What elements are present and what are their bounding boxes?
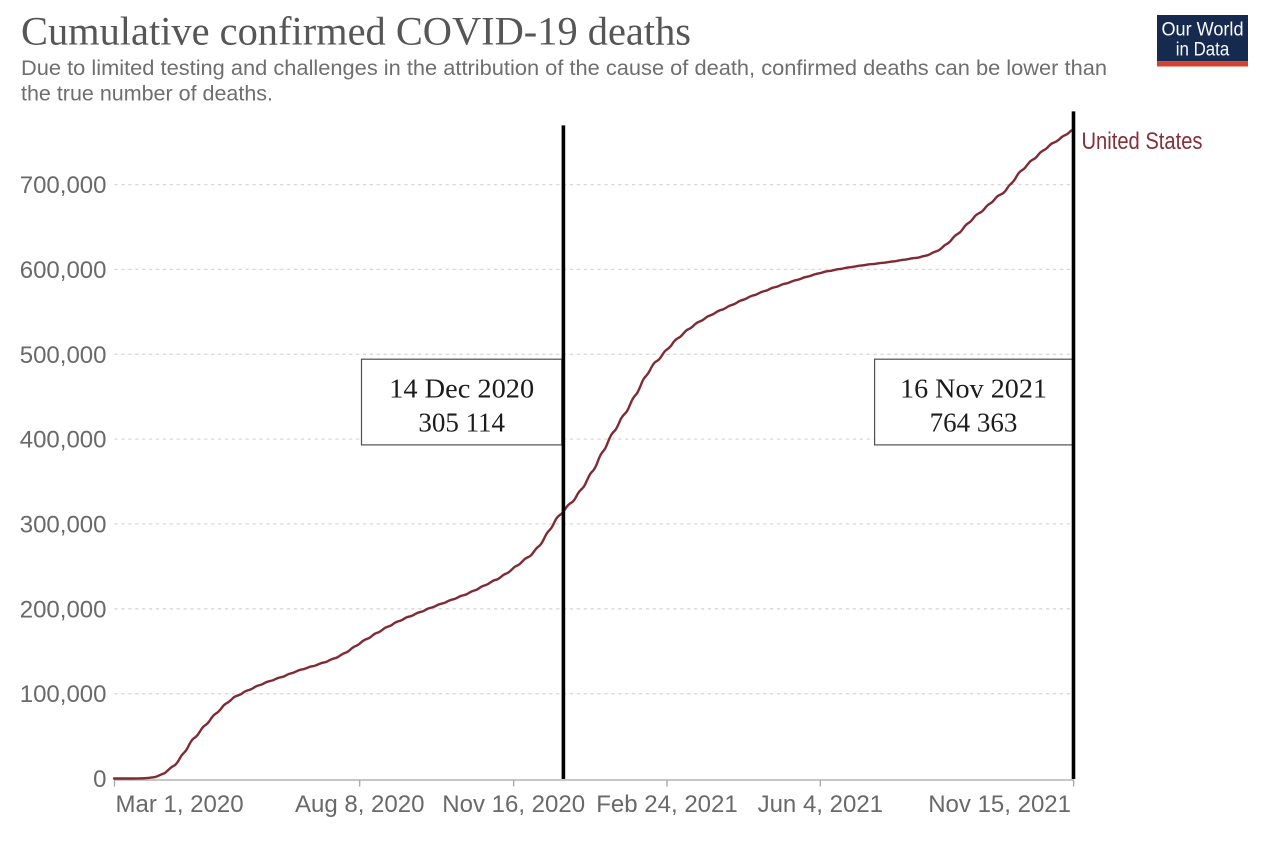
svg-text:100,000: 100,000 <box>20 681 107 708</box>
svg-text:0: 0 <box>93 766 106 793</box>
svg-text:14 Dec 2020: 14 Dec 2020 <box>389 373 534 403</box>
svg-text:200,000: 200,000 <box>20 596 107 623</box>
svg-text:305 114: 305 114 <box>418 407 505 437</box>
svg-text:Aug 8, 2020: Aug 8, 2020 <box>295 791 424 818</box>
svg-text:Mar 1, 2020: Mar 1, 2020 <box>116 791 244 818</box>
svg-text:in Data: in Data <box>1176 40 1230 61</box>
svg-text:the true number of deaths.: the true number of deaths. <box>21 82 273 106</box>
svg-text:Nov 15, 2021: Nov 15, 2021 <box>928 791 1071 818</box>
svg-text:Nov 16, 2020: Nov 16, 2020 <box>442 791 585 818</box>
svg-text:Our World: Our World <box>1162 19 1244 40</box>
svg-text:Jun 4, 2021: Jun 4, 2021 <box>758 791 883 818</box>
svg-text:500,000: 500,000 <box>20 342 107 369</box>
svg-text:600,000: 600,000 <box>20 257 107 284</box>
svg-text:Due to limited testing and cha: Due to limited testing and challenges in… <box>21 56 1107 80</box>
svg-text:700,000: 700,000 <box>20 172 107 199</box>
svg-text:Feb 24, 2021: Feb 24, 2021 <box>596 791 737 818</box>
svg-text:16 Nov 2021: 16 Nov 2021 <box>900 373 1047 403</box>
svg-text:400,000: 400,000 <box>20 427 107 454</box>
svg-text:United States: United States <box>1082 128 1203 155</box>
svg-text:764 363: 764 363 <box>930 407 1018 437</box>
svg-text:300,000: 300,000 <box>20 511 107 538</box>
svg-text:Cumulative confirmed COVID-19: Cumulative confirmed COVID-19 deaths <box>21 9 691 54</box>
